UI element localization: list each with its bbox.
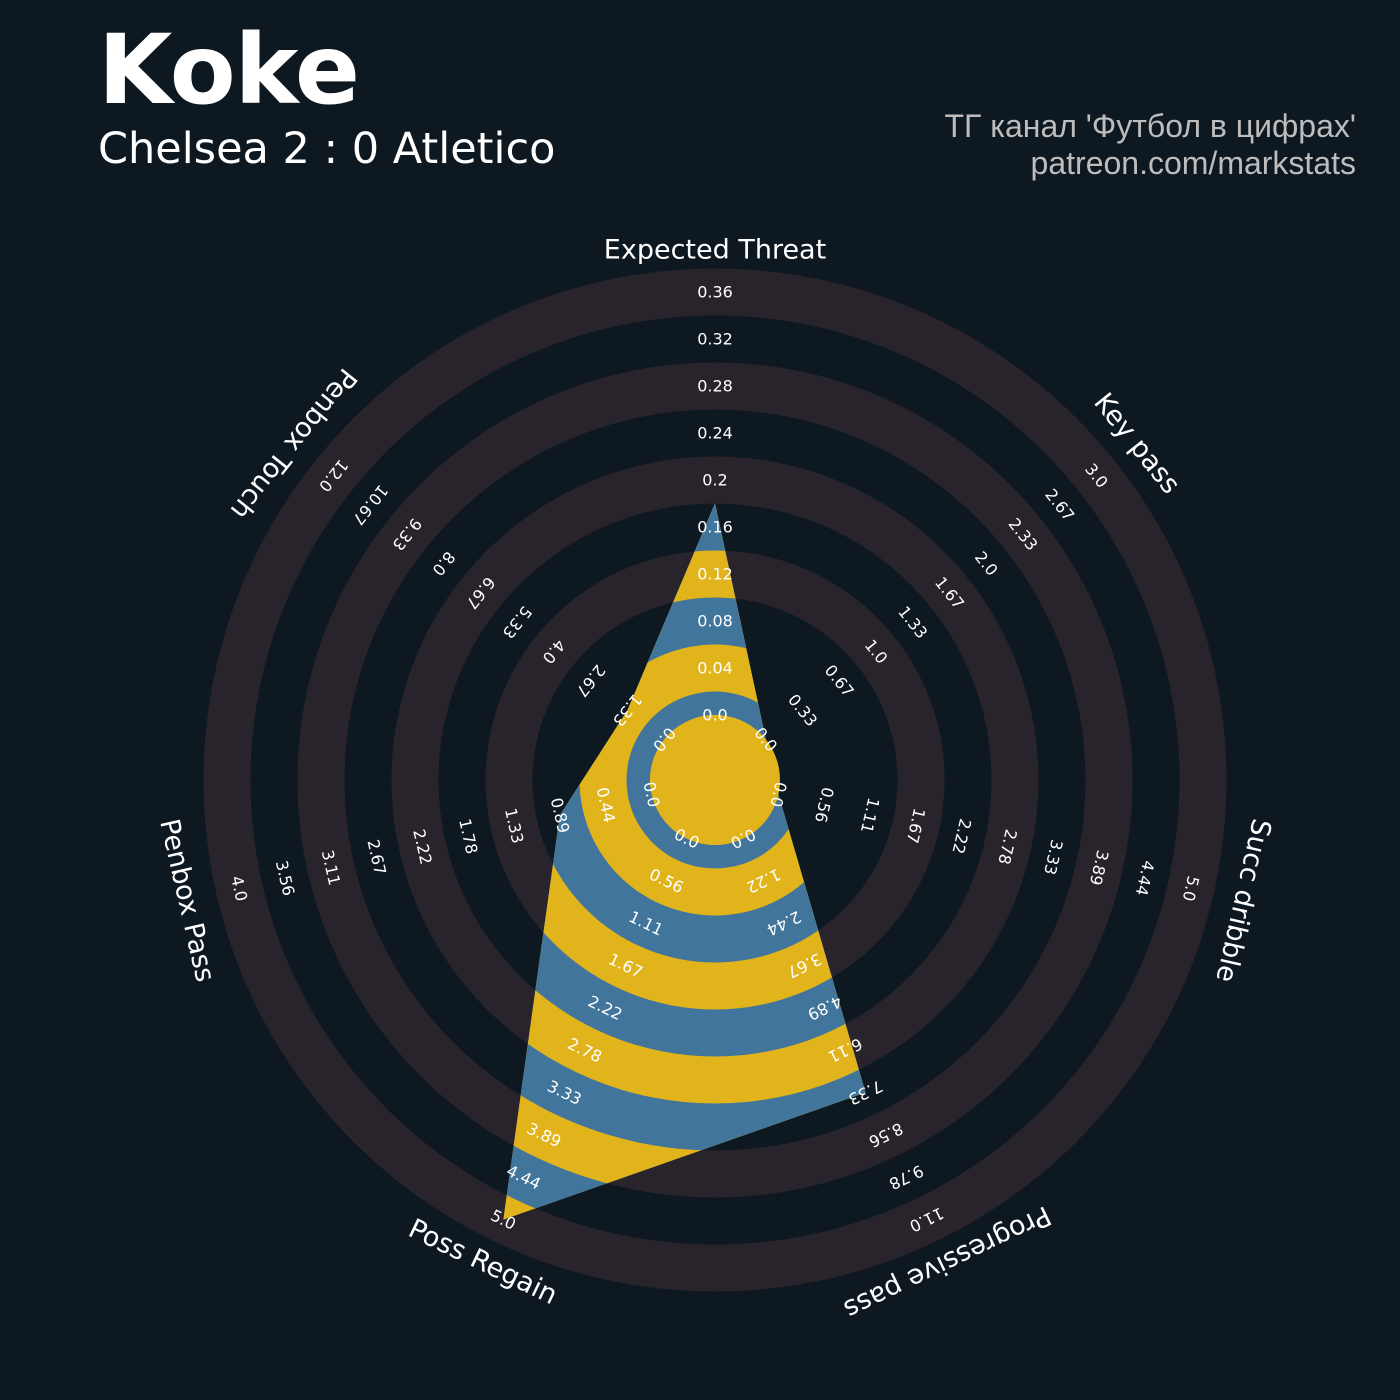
tick-label: 0.0 xyxy=(702,706,727,725)
tick-label: 0.36 xyxy=(697,283,733,302)
tick-label: 0.12 xyxy=(697,565,733,584)
param-label-expected-threat: Expected Threat xyxy=(604,235,826,266)
tick-label: 0.32 xyxy=(697,330,733,349)
radar-center-disk xyxy=(650,715,780,845)
page-title: Koke xyxy=(98,14,360,126)
credit-telegram: ТГ канал 'Футбол в цифрах' xyxy=(944,108,1357,144)
tick-label: 0.2 xyxy=(702,471,727,490)
tick-label: 0.04 xyxy=(697,659,733,678)
tick-label: 0.24 xyxy=(697,424,733,443)
tick-label: 0.08 xyxy=(697,612,733,631)
tick-label: 0.16 xyxy=(697,518,733,537)
tick-labels-expected-threat: 0.0 0.04 0.08 0.12 0.16 0.2 0.24 0.28 0.32 0.36 xyxy=(697,283,733,725)
tick-label: 0.28 xyxy=(697,377,733,396)
match-subtitle: Chelsea 2 : 0 Atletico xyxy=(98,124,556,174)
credit-patreon: patreon.com/markstats xyxy=(1030,145,1356,181)
